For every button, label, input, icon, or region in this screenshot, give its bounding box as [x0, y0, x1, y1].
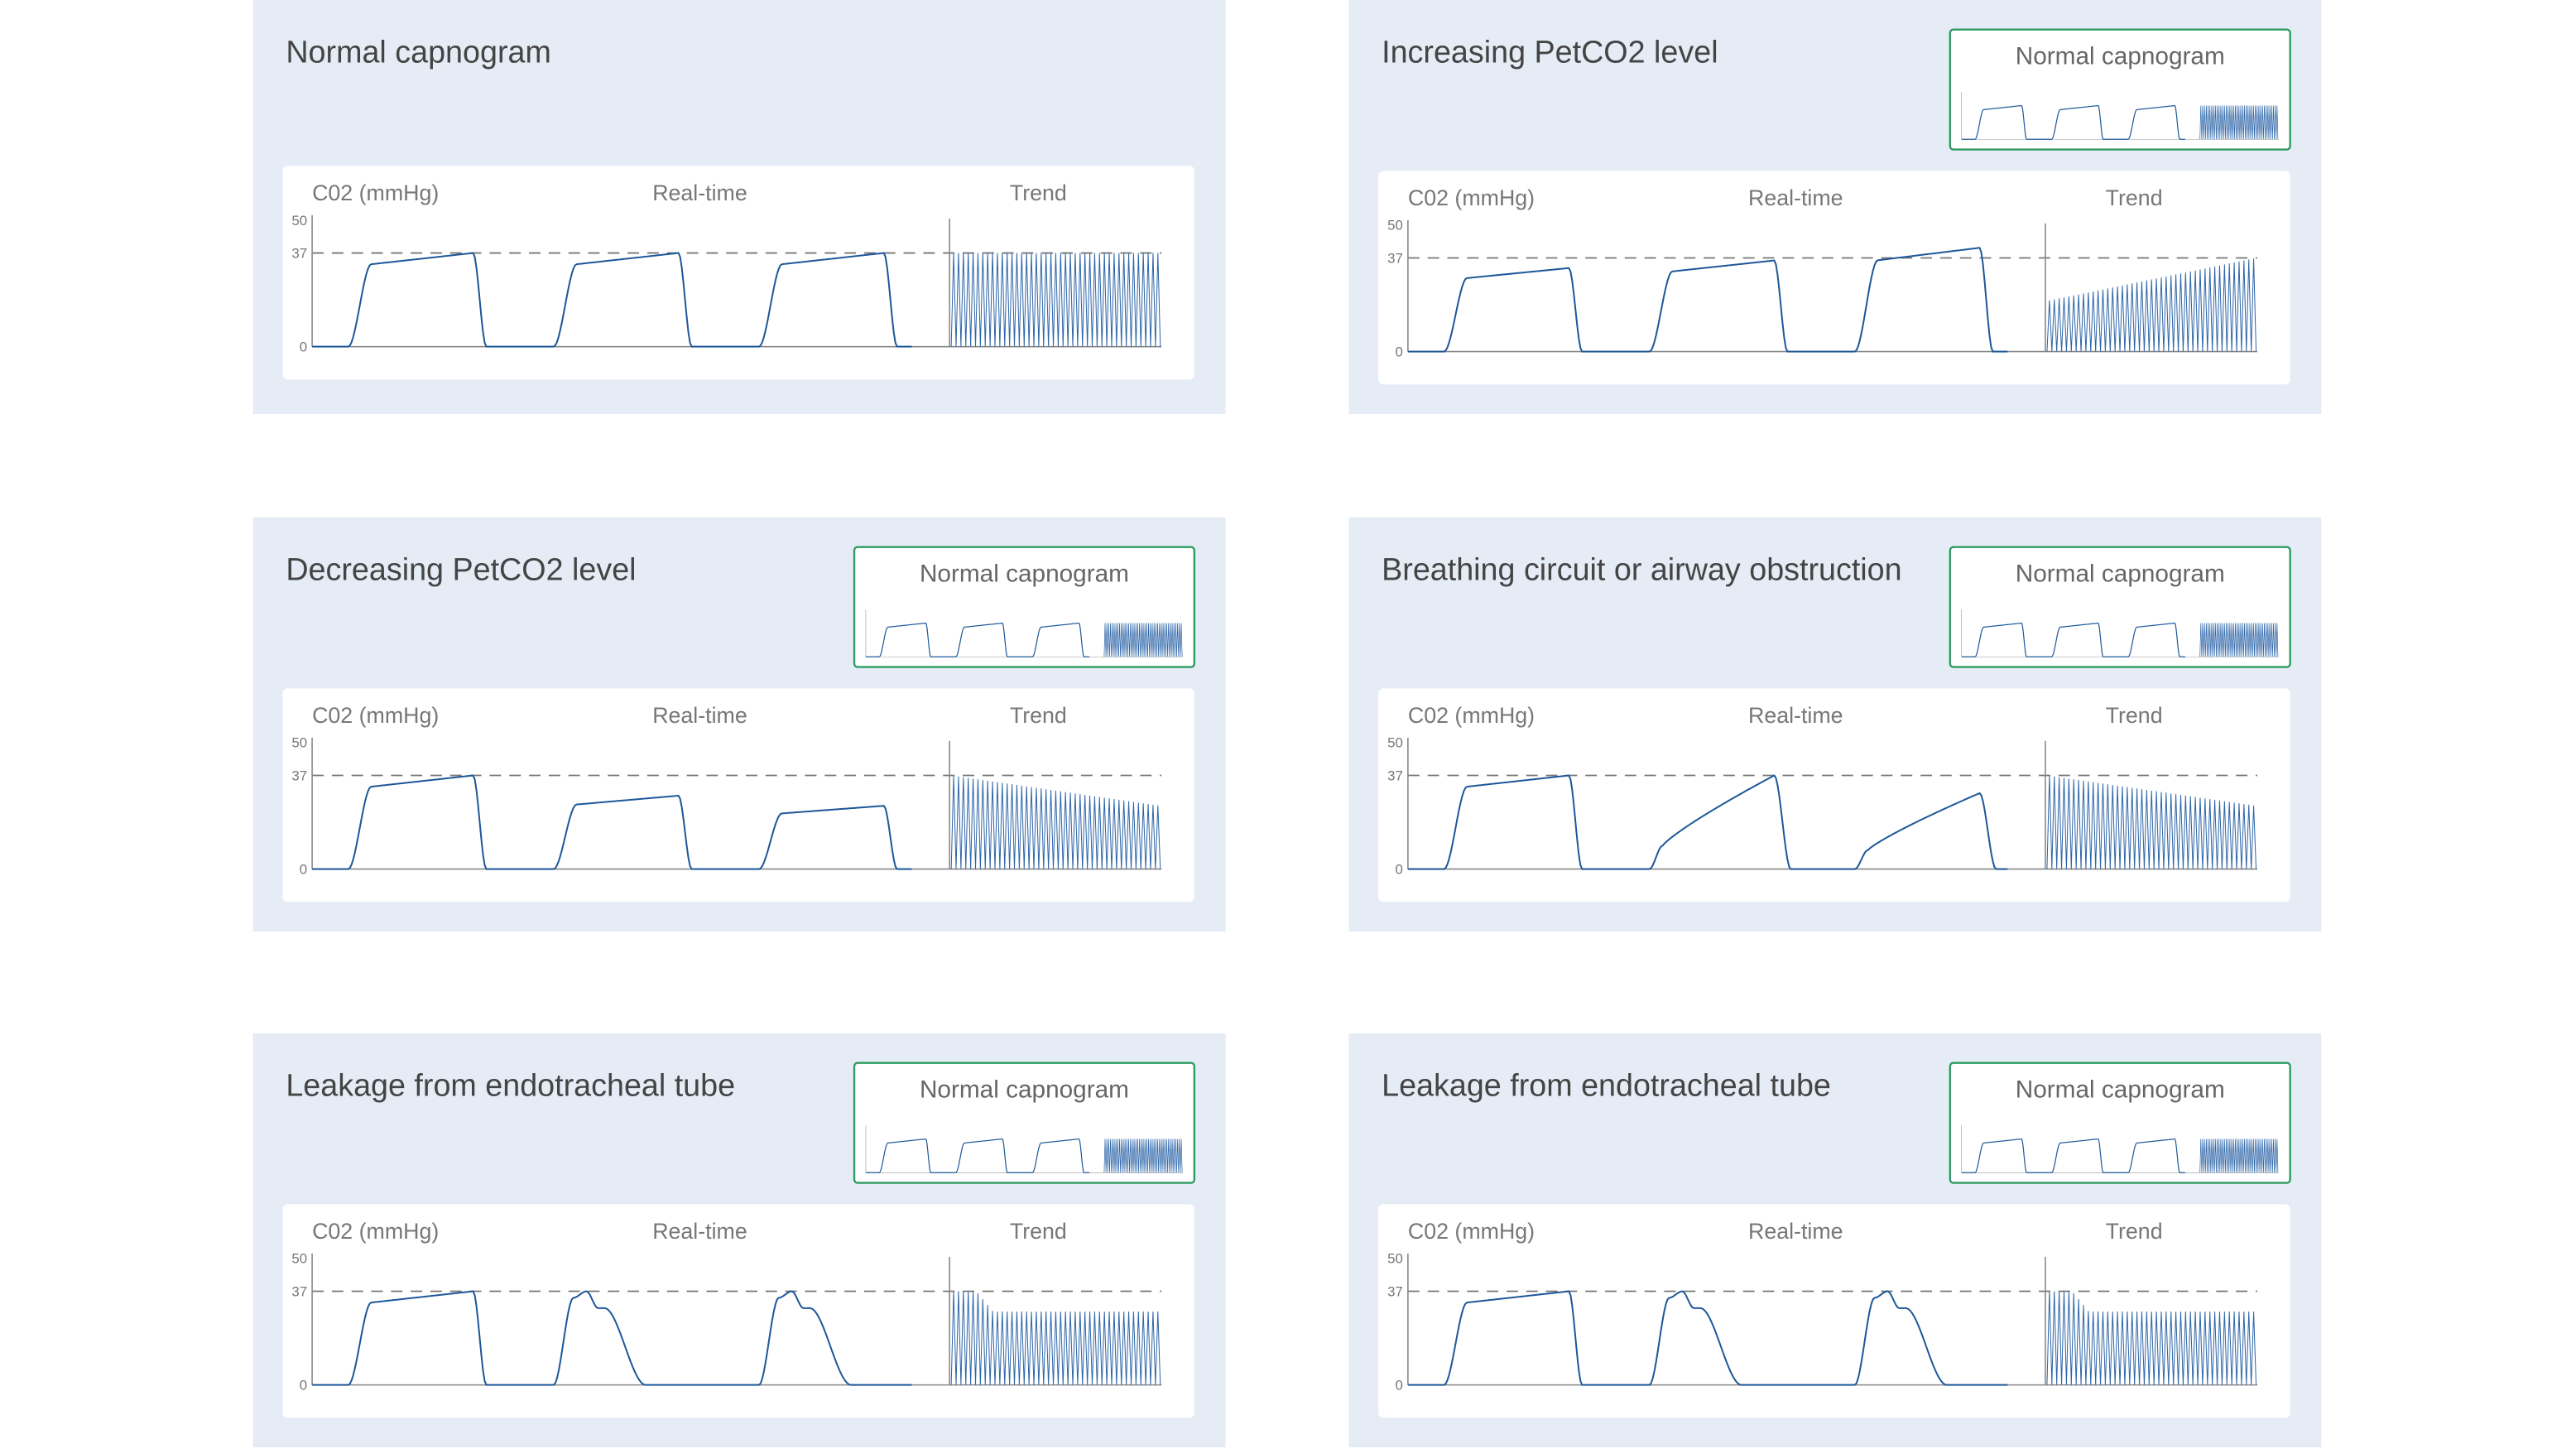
- y-tick-label: 50: [291, 213, 307, 229]
- inset: Normal capnogram: [1949, 1061, 2291, 1184]
- y-tick-label: 0: [300, 1378, 307, 1394]
- y-tick-label: 50: [291, 1251, 307, 1267]
- axis-label: C02 (mmHg): [312, 1219, 439, 1244]
- realtime-waveform: [866, 623, 1089, 657]
- panel: Increasing PetCO2 level Normal capnogram C…: [1348, 0, 2322, 414]
- axis-label: C02 (mmHg): [312, 181, 439, 205]
- y-tick-label: 37: [291, 1283, 307, 1299]
- realtime-label: Real-time: [652, 1219, 747, 1244]
- inset-label: Normal capnogram: [2016, 1076, 2225, 1103]
- panel-title: Normal capnogram: [286, 34, 551, 69]
- realtime-waveform: [312, 776, 911, 869]
- trend-waveform: [2047, 776, 2256, 869]
- inset: Normal capnogram: [1949, 546, 2291, 668]
- y-tick-label: 0: [1396, 1378, 1403, 1394]
- waveform-card: C02 (mmHg) Real-time Trend 50 37 0: [282, 688, 1194, 903]
- panel: Normal capnogram C02 (mmHg) Real-time Trend…: [252, 0, 1226, 414]
- realtime-waveform: [1962, 623, 2185, 657]
- trend-waveform: [1104, 1139, 1182, 1173]
- inset-label: Normal capnogram: [920, 1076, 1129, 1103]
- waveform-card: C02 (mmHg) Real-time Trend 50 37 0: [1378, 1204, 2290, 1418]
- panel-title: Leakage from endotracheal tube: [1382, 1067, 1831, 1102]
- y-tick-label: 0: [300, 862, 307, 878]
- y-tick-label: 37: [1387, 250, 1403, 266]
- trend-label: Trend: [2106, 703, 2163, 728]
- realtime-label: Real-time: [652, 181, 747, 205]
- panel-title: Decreasing PetCO2 level: [286, 551, 636, 586]
- y-tick-label: 0: [300, 339, 307, 355]
- y-tick-label: 50: [1387, 1251, 1403, 1267]
- trend-waveform: [951, 776, 1161, 869]
- inset-label: Normal capnogram: [2016, 560, 2225, 587]
- panel: Breathing circuit or airway obstruction N…: [1348, 518, 2322, 932]
- axis-label: C02 (mmHg): [1408, 703, 1535, 728]
- panel-title: Increasing PetCO2 level: [1382, 34, 1718, 69]
- y-tick-label: 50: [1387, 218, 1403, 233]
- panel-title: Breathing circuit or airway obstruction: [1382, 551, 1901, 586]
- trend-waveform: [2200, 1139, 2278, 1173]
- axis-label: C02 (mmHg): [312, 703, 439, 728]
- realtime-waveform: [1962, 106, 2185, 140]
- trend-label: Trend: [2106, 185, 2163, 210]
- y-tick-label: 37: [291, 768, 307, 783]
- panel: Decreasing PetCO2 level Normal capnogram C…: [252, 518, 1226, 932]
- waveform-card: C02 (mmHg) Real-time Trend 50 37 0: [1378, 171, 2290, 385]
- trend-label: Trend: [1010, 181, 1067, 205]
- trend-waveform: [951, 1292, 1161, 1385]
- panel: Leakage from endotracheal tube Normal cap…: [1348, 1033, 2322, 1448]
- inset-chart: [1962, 1125, 2279, 1172]
- waveform-card: C02 (mmHg) Real-time Trend 50 37 0: [282, 1204, 1194, 1418]
- trend-label: Trend: [2106, 1219, 2163, 1244]
- y-tick-label: 50: [291, 735, 307, 751]
- trend-waveform: [1104, 623, 1182, 657]
- waveform-card: C02 (mmHg) Real-time Trend 50 37 0: [282, 166, 1194, 380]
- axis-label: C02 (mmHg): [1408, 185, 1535, 210]
- trend-label: Trend: [1010, 703, 1067, 728]
- inset-chart: [1962, 609, 2279, 657]
- waveform-card: C02 (mmHg) Real-time Trend 50 37 0: [1378, 688, 2290, 903]
- realtime-waveform: [1408, 776, 2007, 869]
- y-tick-label: 0: [1396, 344, 1403, 360]
- inset-label: Normal capnogram: [920, 560, 1129, 587]
- y-tick-label: 37: [1387, 1283, 1403, 1299]
- realtime-waveform: [1408, 248, 2007, 351]
- inset-chart: [866, 1125, 1183, 1172]
- realtime-label: Real-time: [652, 703, 747, 728]
- y-tick-label: 50: [1387, 735, 1403, 751]
- realtime-label: Real-time: [1748, 185, 1843, 210]
- realtime-label: Real-time: [1748, 703, 1843, 728]
- realtime-waveform: [866, 1139, 1089, 1173]
- panel: Leakage from endotracheal tube Normal cap…: [252, 1033, 1226, 1448]
- trend-waveform: [2200, 623, 2278, 657]
- trend-waveform: [2047, 1292, 2256, 1385]
- inset: Normal capnogram: [853, 546, 1196, 668]
- trend-waveform: [951, 253, 1161, 347]
- realtime-waveform: [312, 253, 911, 347]
- realtime-waveform: [1408, 1292, 2007, 1385]
- trend-waveform: [2047, 258, 2256, 352]
- inset-chart: [1962, 92, 2279, 139]
- trend-label: Trend: [1010, 1219, 1067, 1244]
- y-tick-label: 37: [291, 246, 307, 262]
- axis-label: C02 (mmHg): [1408, 1219, 1535, 1244]
- inset-chart: [866, 609, 1183, 657]
- trend-waveform: [2200, 106, 2278, 140]
- realtime-waveform: [312, 1292, 911, 1385]
- inset-label: Normal capnogram: [2016, 42, 2225, 70]
- y-tick-label: 37: [1387, 768, 1403, 783]
- panel-title: Leakage from endotracheal tube: [286, 1067, 735, 1102]
- y-tick-label: 0: [1396, 862, 1403, 878]
- inset: Normal capnogram: [853, 1061, 1196, 1184]
- inset: Normal capnogram: [1949, 28, 2291, 151]
- realtime-label: Real-time: [1748, 1219, 1843, 1244]
- realtime-waveform: [1962, 1139, 2185, 1173]
